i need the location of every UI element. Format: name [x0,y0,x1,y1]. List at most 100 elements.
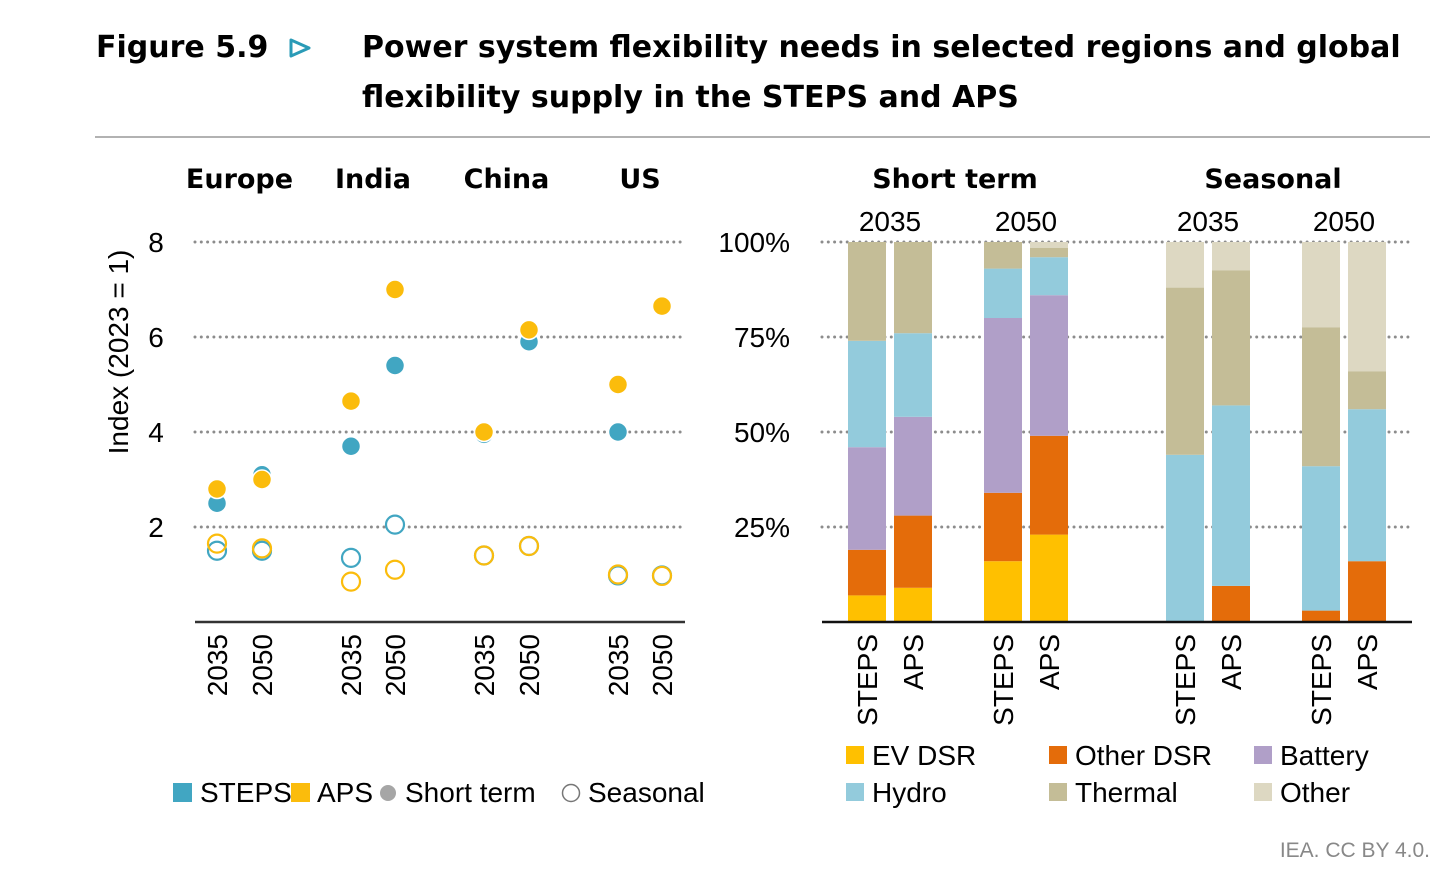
aps-short-term-point [251,469,273,490]
x-tick-label: 2035 [603,634,634,696]
legend-label-battery: Battery [1280,740,1369,771]
bar-segment-battery [984,318,1022,493]
bar-segment-battery [1030,295,1068,436]
aps-seasonal-point [473,545,495,566]
bar-segment-hydro [848,340,886,448]
y-tick-label: 25% [734,512,790,543]
bar-scenario-label: STEPS [1170,634,1201,726]
bar-segment-thermal [894,242,932,334]
group-header: Seasonal [1204,164,1341,195]
year-label: 2035 [859,206,921,237]
x-tick-label: 2035 [469,634,500,696]
bar-segment-other-dsr [1212,585,1250,622]
bar-scenario-label: APS [1352,634,1383,690]
legend-short-term-icon [380,785,396,801]
flexibility-needs-chart: 2 4 6 8 Index (2023 = 1) Europe India China US 20… [103,164,705,808]
bar-segment-other-dsr [894,515,932,588]
y-tick-label: 6 [148,322,164,353]
x-tick-label: 2035 [202,634,233,696]
bar-segment-ev-dsr [984,561,1022,622]
bar-scenario-label: STEPS [988,634,1019,726]
footer-credit: IEA. CC BY 4.0. [1280,839,1430,862]
aps-short-term-point [518,319,540,341]
steps-short-term-point [340,436,362,457]
figure-title-line1: Power system flexibility needs in select… [362,30,1401,65]
aps-seasonal-point [340,571,362,592]
bar-scenario-label: APS [1216,634,1247,690]
legend-label-thermal: Thermal [1075,777,1178,808]
legend-aps-swatch [291,783,310,802]
aps-seasonal-point [384,559,406,580]
bar-segment-battery [894,416,932,516]
bar-scenario-label: APS [1034,634,1065,690]
legend-swatch-thermal [1049,783,1067,801]
flexibility-supply-chart: 25% 50% 75% 100% STEPS 2035 APS STEPS 2050 APS STE… [718,164,1414,808]
bar-segment-hydro [1166,454,1204,622]
legend-label-other: Other [1280,777,1350,808]
steps-short-term-point [384,355,406,376]
bar-segment-other [1302,242,1340,328]
bar-segment-hydro [1302,466,1340,611]
legend-swatch-other-dsr [1049,746,1067,764]
aps-short-term-point [607,374,629,395]
group-header: Short term [872,164,1038,195]
bar-segment-thermal [1030,247,1068,258]
bar-segment-other [1166,242,1204,288]
legend-swatch-other [1254,783,1272,801]
figure-label: Figure 5.9 [96,30,268,65]
aps-seasonal-point [251,538,273,559]
bar-segment-ev-dsr [848,595,886,622]
year-label: 2050 [1313,206,1375,237]
aps-seasonal-point [206,533,228,554]
legend-swatch-battery [1254,746,1272,764]
bar-segment-hydro [1348,409,1386,562]
x-tick-label: 2050 [647,634,678,696]
region-header: US [619,164,660,195]
steps-short-term-point [607,421,629,443]
legend-label-other-dsr: Other DSR [1075,740,1212,771]
legend-seasonal-label: Seasonal [588,777,705,808]
legend-seasonal-icon [561,783,581,803]
bar-scenario-label: STEPS [1306,634,1337,726]
bar-segment-thermal [1212,270,1250,406]
year-label: 2035 [1177,206,1239,237]
bar-scenario-label: APS [898,634,929,690]
legend-steps-swatch [173,783,192,802]
y-tick-label: 75% [734,322,790,353]
bar-segment-ev-dsr [1030,534,1068,622]
steps-seasonal-point [384,514,406,535]
steps-seasonal-point [206,540,228,561]
bar-segment-hydro [1030,257,1068,296]
legend-swatch-hydro [846,783,864,801]
region-header: Europe [186,164,293,195]
bar-segment-other [1030,242,1068,248]
aps-short-term-point [206,478,228,500]
legend-short-term-label: Short term [405,777,536,808]
bar-segment-thermal [1166,287,1204,455]
aps-short-term-point [651,295,673,317]
aps-seasonal-point [651,565,673,587]
region-header: India [335,164,411,195]
aps-seasonal-point [518,535,540,557]
bar-segment-other-dsr [1030,435,1068,535]
bar-segment-ev-dsr [894,587,932,622]
x-tick-label: 2050 [514,634,545,696]
triangle-right-icon [289,38,311,58]
bar-segment-thermal [848,242,886,341]
bar-segment-hydro [894,333,932,417]
y-tick-label: 2 [148,512,164,543]
legend-label-ev-dsr: EV DSR [872,740,976,771]
bar-segment-hydro [984,268,1022,318]
region-header: China [464,164,550,195]
y-tick-label: 50% [734,417,790,448]
aps-short-term-point [384,279,406,300]
aps-seasonal-point [607,564,629,585]
x-tick-label: 2035 [336,634,367,696]
aps-short-term-point [473,421,495,443]
legend-aps-label: APS [317,777,373,808]
bar-segment-other-dsr [848,549,886,596]
bar-segment-other [1348,242,1386,372]
legend-label-hydro: Hydro [872,777,947,808]
legend-steps-label: STEPS [200,777,292,808]
